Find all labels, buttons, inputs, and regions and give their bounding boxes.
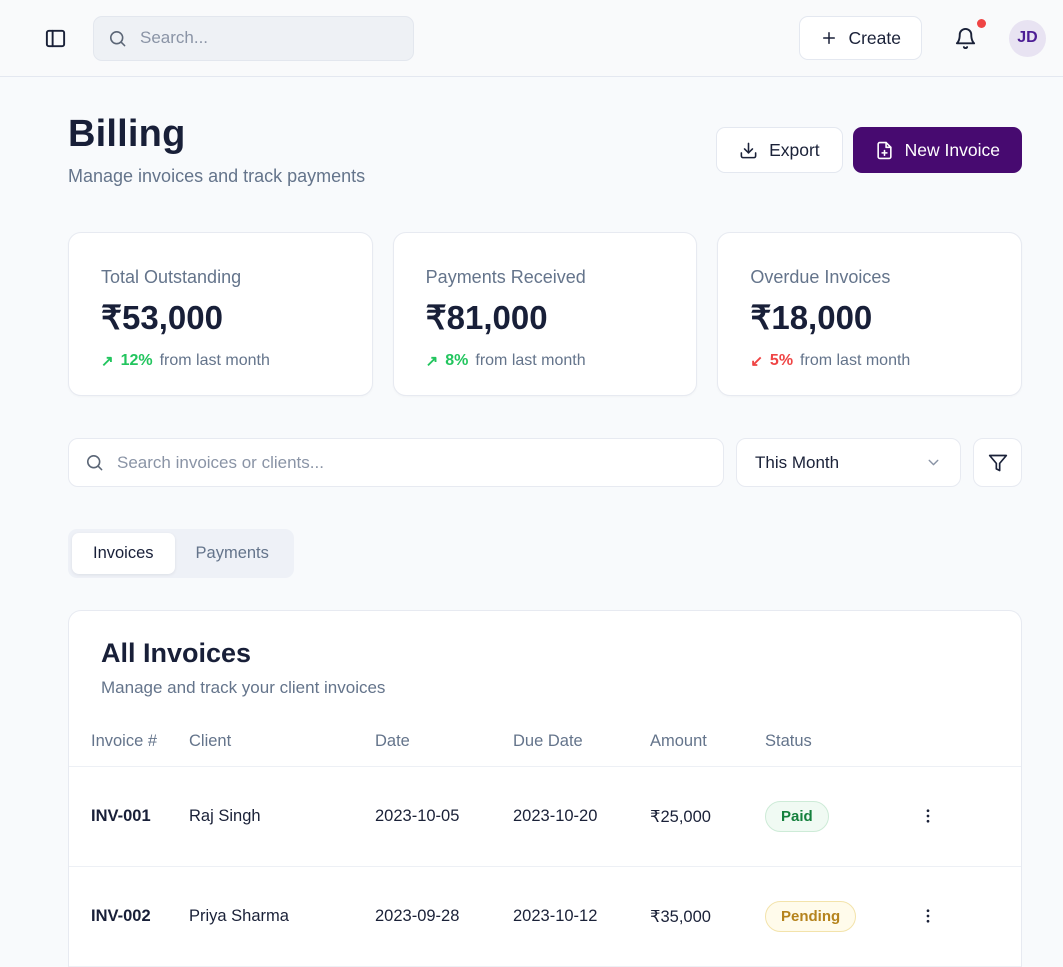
- download-icon: [739, 141, 758, 160]
- file-plus-icon: [875, 141, 894, 160]
- stat-card-overdue-invoices: Overdue Invoices ₹18,000 ↙ 5% from last …: [717, 232, 1023, 396]
- cell-due-date: 2023-10-12: [513, 866, 650, 967]
- topbar: Create JD: [0, 0, 1063, 77]
- stat-percent: 8%: [445, 352, 469, 369]
- create-button[interactable]: Create: [799, 16, 922, 60]
- notifications-button[interactable]: [954, 18, 986, 50]
- invoice-search: [68, 438, 724, 487]
- filter-row: This Month: [68, 438, 1022, 487]
- cell-date: 2023-09-28: [375, 866, 513, 967]
- stat-change-suffix: from last month: [800, 352, 911, 369]
- stat-change-suffix: from last month: [475, 352, 586, 369]
- invoice-search-input[interactable]: [115, 451, 707, 474]
- col-due-date: Due Date: [513, 722, 650, 767]
- page-title: Billing: [68, 113, 186, 155]
- stat-change: ↗ 8% from last month: [426, 352, 665, 370]
- status-badge: Paid: [765, 801, 829, 832]
- sidebar-toggle-button[interactable]: [44, 27, 67, 50]
- kebab-icon: [919, 807, 937, 825]
- stat-card-payments-received: Payments Received ₹81,000 ↗ 8% from last…: [392, 232, 698, 396]
- plus-icon: [820, 29, 838, 47]
- trend-up-icon: ↗: [425, 353, 439, 370]
- stat-value: ₹53,000: [101, 299, 223, 336]
- search-icon: [108, 29, 127, 48]
- cell-amount: ₹35,000: [650, 866, 765, 967]
- stat-card-total-outstanding: Total Outstanding ₹53,000 ↗ 12% from las…: [68, 232, 373, 396]
- row-actions-button[interactable]: [915, 903, 941, 929]
- card-title: All Invoices: [101, 638, 252, 668]
- new-invoice-button-label: New Invoice: [904, 139, 1000, 160]
- table-row: INV-002 Priya Sharma 2023-09-28 2023-10-…: [69, 866, 1021, 967]
- stat-change-suffix: from last month: [159, 352, 270, 369]
- period-select[interactable]: This Month: [736, 438, 961, 487]
- period-select-value: This Month: [755, 452, 840, 472]
- col-client: Client: [189, 722, 375, 767]
- cell-client: Raj Singh: [189, 766, 375, 867]
- table-header-row: Invoice # Client Date Due Date Amount St…: [69, 722, 1021, 767]
- tab-bar: Invoices Payments: [68, 529, 294, 578]
- stat-value: ₹81,000: [425, 299, 548, 336]
- topbar-actions: Create JD: [799, 16, 1046, 60]
- col-invoice: Invoice #: [69, 722, 189, 767]
- page-header: Billing Manage invoices and track paymen…: [68, 113, 1022, 187]
- stat-change: ↗ 12% from last month: [101, 352, 340, 370]
- create-button-label: Create: [848, 27, 901, 48]
- cell-date: 2023-10-05: [375, 766, 513, 867]
- avatar[interactable]: JD: [1009, 19, 1046, 57]
- page-subtitle: Manage invoices and track payments: [68, 166, 366, 186]
- bell-icon: [954, 27, 977, 50]
- panel-left-icon: [44, 27, 67, 50]
- invoices-table: Invoice # Client Date Due Date Amount St…: [69, 722, 1021, 967]
- col-status: Status: [765, 722, 915, 767]
- cell-invoice: INV-001: [69, 766, 189, 867]
- all-invoices-card: All Invoices Manage and track your clien…: [68, 610, 1022, 967]
- cell-amount: ₹25,000: [650, 766, 765, 867]
- filter-button[interactable]: [973, 438, 1022, 487]
- status-badge: Pending: [765, 901, 857, 932]
- stat-change: ↙ 5% from last month: [750, 352, 989, 370]
- col-date: Date: [375, 722, 513, 767]
- export-button[interactable]: Export: [716, 127, 843, 173]
- chevron-down-icon: [925, 454, 942, 471]
- notification-dot: [977, 18, 986, 28]
- tab-payments[interactable]: Payments: [175, 533, 290, 574]
- kebab-icon: [919, 907, 937, 925]
- cell-invoice: INV-002: [69, 866, 189, 967]
- table-row: INV-001 Raj Singh 2023-10-05 2023-10-20 …: [69, 766, 1021, 867]
- stat-label: Overdue Invoices: [750, 267, 891, 287]
- global-search: [93, 15, 414, 61]
- row-actions-button[interactable]: [915, 803, 941, 829]
- search-icon: [85, 453, 104, 472]
- card-subtitle: Manage and track your client invoices: [101, 678, 386, 697]
- main-content: Billing Manage invoices and track paymen…: [0, 77, 1063, 967]
- stat-value: ₹18,000: [750, 299, 873, 336]
- stat-label: Total Outstanding: [101, 267, 242, 287]
- stat-cards: Total Outstanding ₹53,000 ↗ 12% from las…: [68, 232, 1023, 396]
- export-button-label: Export: [769, 139, 820, 160]
- global-search-input[interactable]: [138, 27, 399, 49]
- trend-down-icon: ↙: [750, 353, 763, 370]
- cell-client: Priya Sharma: [189, 866, 375, 967]
- filter-icon: [988, 453, 1008, 473]
- stat-percent: 5%: [769, 352, 794, 369]
- tab-invoices[interactable]: Invoices: [72, 533, 175, 574]
- trend-up-icon: ↗: [101, 353, 114, 370]
- col-amount: Amount: [650, 722, 765, 767]
- stat-percent: 12%: [120, 352, 153, 369]
- stat-label: Payments Received: [425, 267, 586, 287]
- new-invoice-button[interactable]: New Invoice: [852, 127, 1022, 173]
- cell-due-date: 2023-10-20: [513, 766, 650, 867]
